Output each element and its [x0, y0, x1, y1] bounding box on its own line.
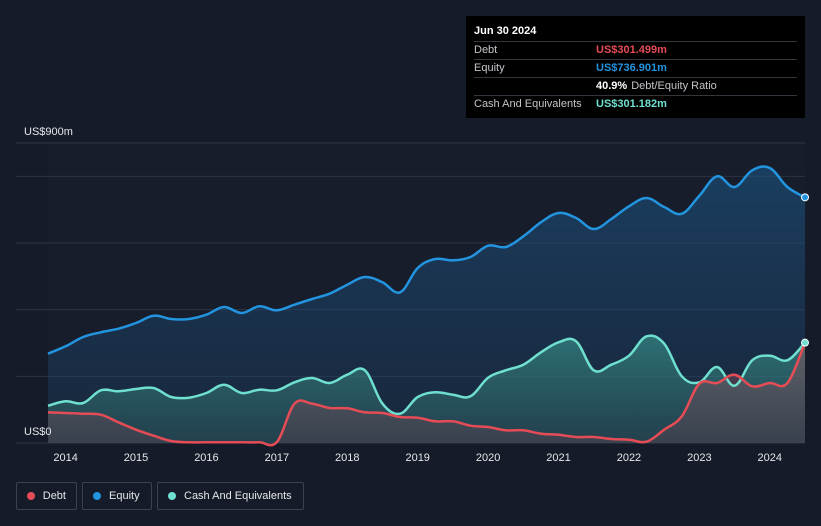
cash-dot-icon — [168, 492, 176, 500]
tooltip-ratio-spacer — [474, 78, 596, 95]
debt-dot-icon — [27, 492, 35, 500]
series-endpoints — [801, 193, 809, 347]
y-axis-max-label: US$900m — [24, 126, 73, 138]
legend-cash[interactable]: Cash And Equivalents — [157, 482, 304, 510]
equity-line — [47, 165, 806, 355]
cash-endpoint-marker[interactable] — [801, 338, 809, 347]
equity-endpoint-marker[interactable] — [801, 193, 809, 202]
tooltip-cash-row: Cash And Equivalents US$301.182m — [474, 95, 797, 113]
cash-area — [48, 335, 805, 443]
debt-area — [48, 342, 805, 446]
tooltip-cash-label: Cash And Equivalents — [474, 98, 582, 110]
tooltip-equity-label: Equity — [474, 62, 505, 74]
tooltip-equity-value: US$736.901m — [596, 62, 667, 74]
tooltip-ratio-value: 40.9% — [596, 80, 628, 92]
tooltip-debt-value: US$301.499m — [596, 44, 667, 56]
x-tick-label-2016: 2016 — [194, 452, 218, 464]
legend-equity-label: Equity — [109, 490, 140, 502]
equity-dot-icon — [93, 492, 101, 500]
series-areas — [48, 166, 805, 446]
tooltip-equity-row: Equity US$736.901m — [474, 59, 797, 77]
legend-cash-label: Cash And Equivalents — [184, 490, 292, 502]
x-tick-label-2023: 2023 — [687, 452, 711, 464]
cash-line — [47, 334, 806, 416]
x-tick-label-2017: 2017 — [265, 452, 289, 464]
x-tick-label-2014: 2014 — [53, 452, 77, 464]
tooltip-ratio-label: Debt/Equity Ratio — [631, 80, 717, 92]
legend-debt-label: Debt — [42, 490, 66, 502]
tooltip-ratio-row: 40.9% Debt/Equity Ratio — [474, 77, 797, 95]
x-tick-label-2020: 2020 — [476, 452, 500, 464]
x-tick-label-2022: 2022 — [617, 452, 641, 464]
legend-equity[interactable]: Equity — [82, 482, 152, 510]
x-tick-label-2021: 2021 — [546, 452, 570, 464]
x-tick-label-2019: 2019 — [405, 452, 429, 464]
tooltip-date: Jun 30 2024 — [474, 25, 537, 37]
x-tick-label-2024: 2024 — [758, 452, 782, 464]
debt-line — [47, 342, 807, 447]
tooltip-debt-label: Debt — [474, 44, 498, 56]
x-tick-label-2015: 2015 — [124, 452, 148, 464]
y-axis-min-label: US$0 — [24, 426, 52, 438]
legend-debt[interactable]: Debt — [16, 482, 77, 510]
tooltip-cash-value: US$301.182m — [596, 98, 667, 110]
tooltip-panel: Jun 30 2024 Debt US$301.499m Equity US$7… — [466, 16, 805, 118]
x-tick-label-2018: 2018 — [335, 452, 359, 464]
series-lines — [47, 165, 807, 447]
x-axis-ticks: 2014 2015 2016 2017 2018 2019 2020 2021 2022 2023… — [53, 452, 782, 464]
tooltip-debt-row: Debt US$301.499m — [474, 41, 797, 59]
